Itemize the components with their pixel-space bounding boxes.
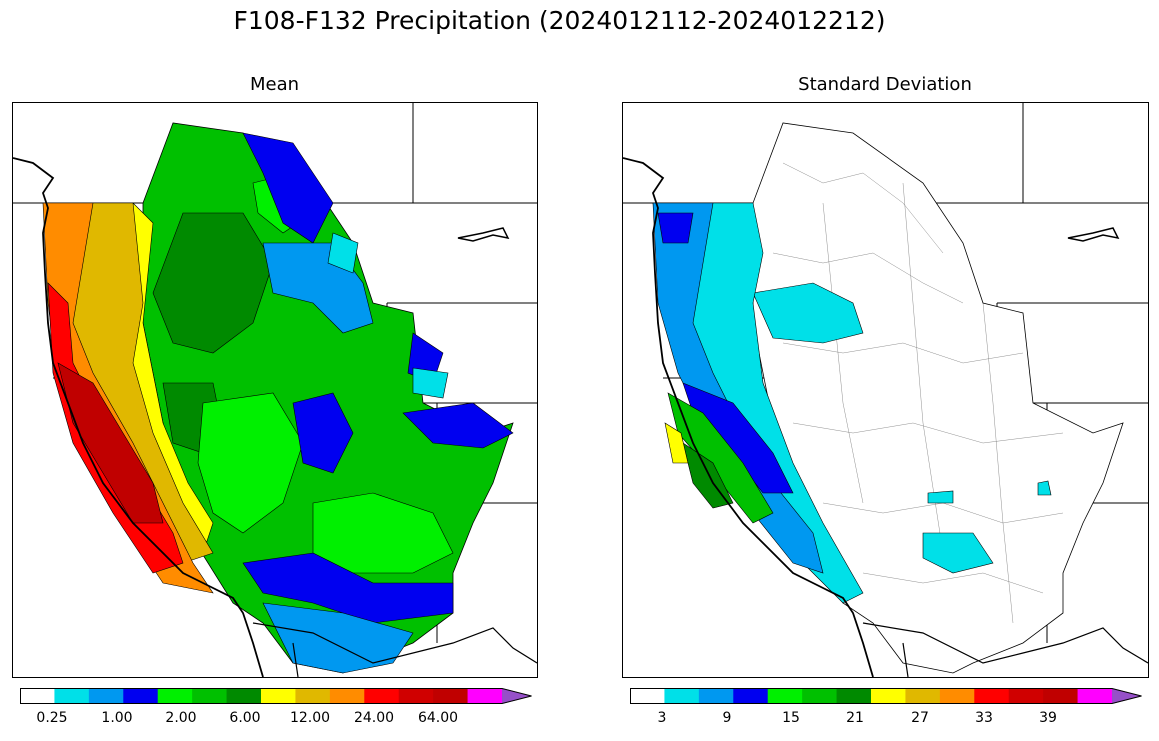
stddev-colorbar-segment (664, 688, 700, 704)
mean-colorbar-segment (123, 688, 159, 704)
mean-panel-title: Mean (249, 74, 300, 95)
mean-colorbar-extend-arrow (502, 688, 532, 704)
mean-colorbar-tick: 64.00 (417, 710, 459, 726)
stddev-colorbar-tick: 39 (1039, 710, 1057, 726)
stddev-colorbar-segment (871, 688, 906, 704)
basin-region-darkgreen (152, 212, 274, 354)
stddev-colorbar-segment (1008, 688, 1044, 704)
mean-colorbar-segment (398, 688, 434, 704)
stddev-colorbar-segment (630, 688, 665, 704)
stddev-colorbar (630, 688, 1142, 704)
mean-colorbar-segment (467, 688, 503, 704)
mean-colorbar-segment (433, 688, 469, 704)
stddev-colorbar-segment (767, 688, 803, 704)
stddev-colorbar-tick: 15 (782, 710, 800, 726)
mean-colorbar (20, 688, 532, 704)
stddev-colorbar-segment (905, 688, 941, 704)
stddev-colorbar-tick: 27 (911, 710, 929, 726)
stddev-colorbar-segment (836, 688, 872, 704)
stddev-colorbar-segment (1043, 688, 1079, 704)
basin-region-interior (752, 122, 1124, 674)
mean-colorbar-tick: 1.00 (101, 710, 133, 726)
mean-colorbar-segment (88, 688, 124, 704)
basin-region-lightgreen (197, 392, 304, 534)
figure-title: F108-F132 Precipitation (2024012112-2024… (233, 6, 886, 35)
basin-region-darkred (57, 362, 164, 524)
stddev-colorbar-segment (802, 688, 838, 704)
coastline (13, 157, 264, 677)
stddev-colorbar-segment (1077, 688, 1113, 704)
stddev-colorbar-tick: 9 (722, 710, 732, 726)
mean-colorbar-segment (261, 688, 296, 704)
mean-colorbar-tick: 24.00 (353, 710, 395, 726)
mean-colorbar-segment (226, 688, 262, 704)
stddev-colorbar-tick: 3 (657, 710, 667, 726)
mean-colorbar-tick: 6.00 (229, 710, 261, 726)
mean-map (12, 102, 538, 678)
stddev-colorbar-segment (939, 688, 975, 704)
stddev-colorbar-segment (974, 688, 1010, 704)
mean-colorbar-segment (157, 688, 193, 704)
mean-colorbar-tick: 2.00 (165, 710, 197, 726)
mean-colorbar-segment (364, 688, 400, 704)
mean-colorbar-segment (20, 688, 55, 704)
stddev-colorbar-tick: 21 (846, 710, 864, 726)
stddev-colorbar-segment (733, 688, 769, 704)
mean-colorbar-segment (192, 688, 228, 704)
mean-colorbar-tick: 12.00 (289, 710, 331, 726)
stddev-colorbar-segment (698, 688, 734, 704)
mean-colorbar-segment (54, 688, 90, 704)
mean-colorbar-segment (295, 688, 331, 704)
stddev-map (622, 102, 1149, 678)
stddev-colorbar-outline (630, 688, 1142, 704)
stddev-colorbar-tick: 33 (975, 710, 993, 726)
mean-colorbar-segment (329, 688, 365, 704)
mean-colorbar-tick: 0.25 (36, 710, 68, 726)
stddev-panel-title: Standard Deviation (798, 74, 972, 95)
mean-colorbar-outline (20, 688, 532, 704)
stddev-colorbar-extend-arrow (1112, 688, 1142, 704)
